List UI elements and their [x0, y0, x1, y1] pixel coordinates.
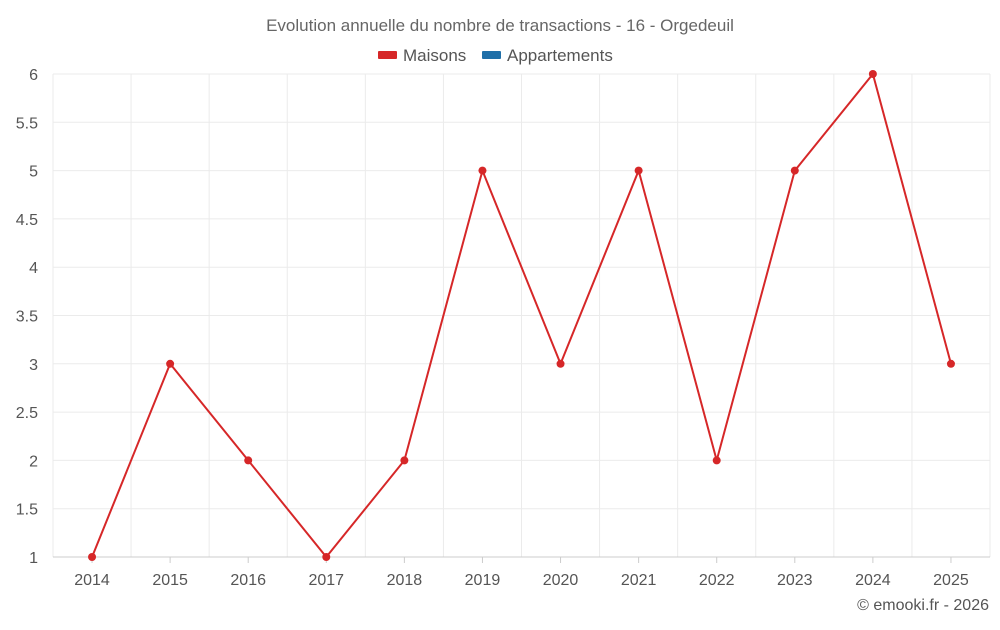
x-tick-label: 2023 — [777, 572, 813, 589]
data-point-maisons[interactable] — [868, 70, 877, 78]
y-tick-label: 2 — [29, 453, 38, 470]
y-tick-label: 5 — [29, 164, 38, 181]
x-tick-label: 2019 — [465, 572, 501, 589]
y-tick-label: 6 — [29, 67, 38, 84]
y-tick-label: 5.5 — [16, 115, 38, 132]
x-tick-label: 2014 — [74, 572, 110, 589]
data-point-maisons[interactable] — [556, 359, 565, 368]
data-point-maisons[interactable] — [244, 456, 253, 465]
data-point-maisons[interactable] — [322, 553, 331, 561]
x-tick-label: 2017 — [308, 572, 344, 589]
legend-label-maisons: Maisons — [403, 46, 466, 65]
x-tick-label: 2018 — [387, 572, 423, 589]
x-tick-label: 2015 — [152, 572, 188, 589]
data-point-maisons[interactable] — [634, 166, 643, 175]
y-tick-label: 3.5 — [16, 309, 38, 326]
y-tick-label: 1 — [29, 550, 38, 567]
legend: Maisons Appartements — [378, 46, 613, 65]
legend-label-appartements: Appartements — [507, 46, 613, 65]
credit-text: © emooki.fr - 2026 — [857, 597, 989, 614]
x-tick-label: 2020 — [543, 572, 579, 589]
series-line-maisons — [91, 73, 952, 558]
data-point-maisons[interactable] — [88, 553, 97, 561]
x-tick-label: 2024 — [855, 572, 891, 589]
data-point-maisons[interactable] — [712, 456, 721, 465]
data-point-maisons[interactable] — [400, 456, 409, 465]
x-tick-label: 2025 — [933, 572, 969, 589]
data-point-maisons[interactable] — [478, 166, 487, 175]
series — [88, 70, 955, 561]
legend-item-maisons[interactable]: Maisons — [378, 46, 466, 65]
data-point-maisons[interactable] — [166, 359, 175, 368]
legend-item-appartements[interactable]: Appartements — [482, 46, 613, 65]
axes: 1 1.5 2 2.5 3 3.5 4 4.5 5 5.5 6 2014 2015 2016 2017 201… — [16, 67, 990, 589]
x-tick-label: 2021 — [621, 572, 657, 589]
grid — [52, 73, 991, 557]
x-tick-label: 2022 — [699, 572, 735, 589]
chart-title: Evolution annuelle du nombre de transact… — [266, 16, 734, 35]
data-point-maisons[interactable] — [790, 166, 799, 175]
y-tick-label: 2.5 — [16, 405, 38, 422]
y-tick-label: 4 — [29, 260, 38, 277]
y-tick-label: 4.5 — [16, 212, 38, 229]
legend-swatch-maisons — [378, 51, 397, 59]
data-point-maisons[interactable] — [946, 359, 955, 368]
x-tick-label: 2016 — [230, 572, 266, 589]
legend-swatch-appartements — [482, 51, 501, 59]
y-tick-label: 3 — [29, 357, 38, 374]
y-tick-label: 1.5 — [16, 502, 38, 519]
